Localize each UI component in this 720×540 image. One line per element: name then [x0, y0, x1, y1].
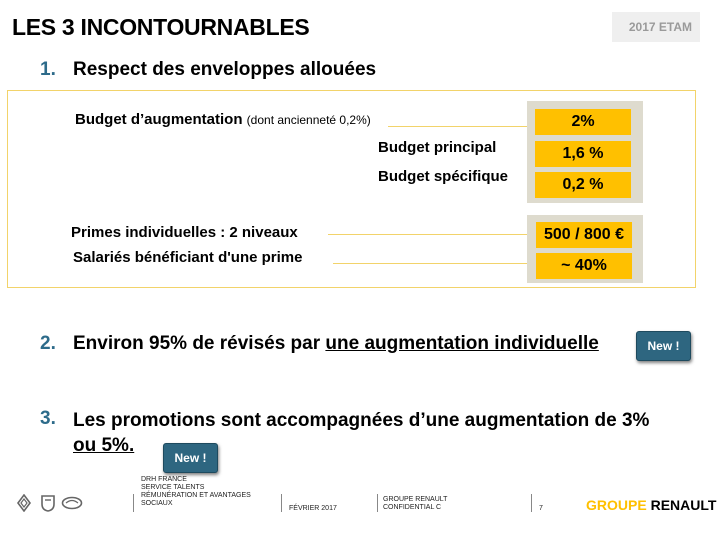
section-2-number: 2.	[40, 333, 56, 354]
footer-divider	[377, 494, 378, 512]
footer-department: DRH FRANCE SERVICE TALENTS RÉMUNÉRATION …	[141, 476, 251, 508]
connector-line	[388, 126, 535, 127]
footer-dept-line: RÉMUNÉRATION ET AVANTAGES	[141, 492, 251, 499]
connector-line	[333, 263, 536, 264]
budget-augmentation-label: Budget d’augmentation (dont ancienneté 0…	[75, 111, 371, 128]
logo-renault: RENAULT	[646, 497, 717, 513]
section-2-underlined-text: une augmentation individuelle	[325, 333, 599, 354]
samsung-logo-icon	[61, 494, 83, 517]
new-badge-section-2[interactable]: New !	[636, 331, 691, 361]
dacia-logo-icon	[40, 494, 56, 517]
footer-dept-line: DRH FRANCE	[141, 476, 187, 483]
footer-group: GROUPE RENAULT CONFIDENTIAL C	[383, 496, 447, 512]
page-number: 7	[539, 505, 543, 512]
footer-dept-line: SOCIAUX	[141, 500, 173, 507]
budget-principal-value: 1,6 %	[535, 141, 631, 167]
footer-divider	[133, 494, 134, 512]
salaries-value: ~ 40%	[536, 253, 632, 279]
section-1-heading: Respect des enveloppes allouées	[73, 59, 377, 80]
footer-group-line: CONFIDENTIAL C	[383, 504, 442, 511]
footer-group-line: GROUPE RENAULT	[383, 496, 448, 503]
primes-value: 500 / 800 €	[536, 222, 632, 248]
groupe-renault-logo: GROUPE RENAULT	[586, 497, 716, 513]
year-tab: 2017 ETAM	[612, 12, 700, 42]
section-2-text: Environ 95% de révisés par	[73, 333, 326, 354]
budget-augmentation-value: 2%	[535, 109, 631, 135]
salaries-label: Salariés bénéficiant d'une prime	[73, 249, 303, 266]
section-3-line-2: ou 5%.	[73, 435, 135, 456]
footer-divider	[281, 494, 282, 512]
page-title: LES 3 INCONTOURNABLES	[12, 14, 310, 40]
connector-line	[328, 234, 536, 235]
budget-specific-value: 0,2 %	[535, 172, 631, 198]
footer-dept-line: SERVICE TALENTS	[141, 484, 205, 491]
footer-divider	[531, 494, 532, 512]
budget-specific-label: Budget spécifique	[378, 168, 509, 185]
section-2-heading: Environ 95% de révisés par une augmentat…	[73, 333, 599, 355]
primes-label: Primes individuelles : 2 niveaux	[71, 224, 298, 241]
section-3-number: 3.	[40, 408, 56, 429]
budget-augmentation-text: Budget d’augmentation	[75, 111, 243, 128]
section-3-heading: Les promotions sont accompagnées d’une a…	[73, 408, 649, 458]
budget-principal-label: Budget principal	[378, 139, 497, 156]
budget-augmentation-note: (dont ancienneté 0,2%)	[246, 113, 371, 127]
budget-box	[7, 90, 696, 288]
renault-logo-icon	[16, 493, 32, 517]
new-badge-section-3[interactable]: New !	[163, 443, 218, 473]
logo-groupe: GROUPE	[586, 497, 647, 513]
section-3-line-1: Les promotions sont accompagnées d’une a…	[73, 410, 650, 431]
footer-date: FÉVRIER 2017	[289, 505, 337, 512]
section-1-number: 1.	[40, 59, 56, 80]
